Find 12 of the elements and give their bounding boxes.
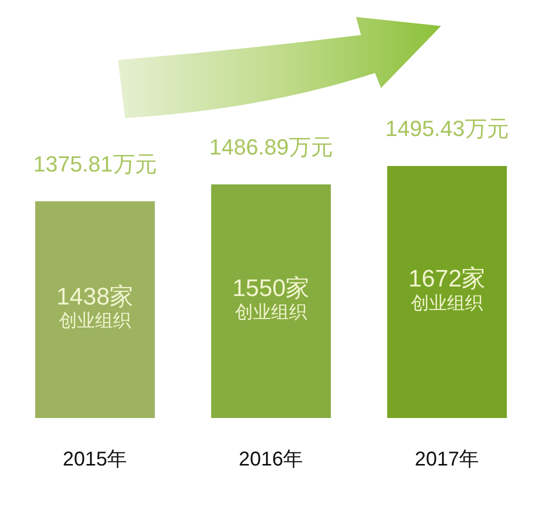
data-label: 1550家 [232,274,310,302]
annotation: 创业组织 [235,302,307,322]
data-label: 1672家 [408,266,486,293]
x-tick-label: 2015年 [62,448,128,471]
annotation: 1495.43万元 [385,116,509,142]
x-tick-label: 2017年 [414,448,480,471]
annotation: 1486.89万元 [209,134,333,160]
data-label: 1438家 [56,283,134,310]
annotation: 创业组织 [59,310,131,331]
annotation: 创业组织 [411,292,483,313]
x-tick-label: 2016年 [238,448,304,471]
annotation: 1375.81万元 [33,151,157,176]
